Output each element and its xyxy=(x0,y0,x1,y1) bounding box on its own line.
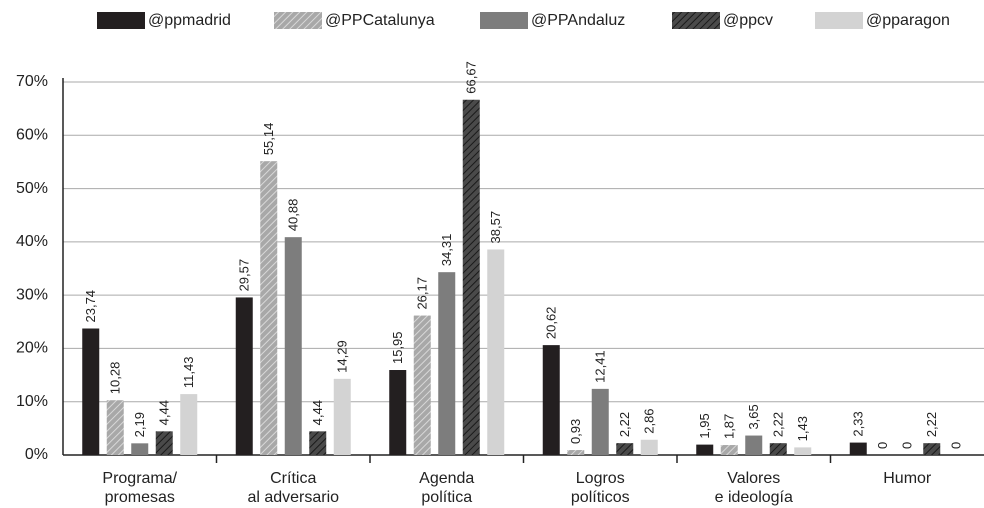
bar xyxy=(487,249,505,455)
legend-label: @PPCatalunya xyxy=(325,12,435,29)
legend-swatch xyxy=(274,12,322,29)
y-tick-label: 50% xyxy=(16,180,48,197)
bar xyxy=(180,394,198,455)
bar xyxy=(769,443,787,455)
bar xyxy=(235,297,253,455)
value-label: 2,22 xyxy=(924,412,939,437)
value-label: 2,86 xyxy=(642,408,657,433)
value-label: 2,33 xyxy=(851,411,866,436)
value-label: 23,74 xyxy=(83,290,98,323)
bar xyxy=(462,99,480,455)
value-label: 2,22 xyxy=(771,412,786,437)
bar xyxy=(567,450,585,455)
x-tick-label: Agenda xyxy=(419,470,474,487)
legend-swatch xyxy=(480,12,528,29)
y-tick-label: 10% xyxy=(16,393,48,410)
bar xyxy=(849,442,867,455)
value-label: 0 xyxy=(875,442,890,449)
value-label: 1,95 xyxy=(697,413,712,438)
bar xyxy=(696,444,714,455)
bar xyxy=(413,315,431,455)
legend-label: @ppcv xyxy=(723,12,773,29)
bar xyxy=(333,378,351,455)
bar xyxy=(542,345,560,455)
value-label: 1,43 xyxy=(795,416,810,441)
y-tick-label: 40% xyxy=(16,233,48,250)
y-tick-label: 70% xyxy=(16,73,48,90)
value-label: 15,95 xyxy=(390,331,405,364)
value-label: 14,29 xyxy=(335,340,350,373)
x-tick-label: política xyxy=(421,489,472,506)
bar xyxy=(82,328,100,455)
bar xyxy=(640,439,658,455)
value-label: 0 xyxy=(949,442,964,449)
legend-swatch xyxy=(97,12,145,29)
value-label: 55,14 xyxy=(261,123,276,156)
bar xyxy=(616,443,634,455)
legend-label: @PPAndaluz xyxy=(531,12,625,29)
x-tick-label: Crítica xyxy=(270,470,316,487)
value-label: 0 xyxy=(900,442,915,449)
bar xyxy=(591,388,609,455)
x-tick-label: promesas xyxy=(105,489,175,506)
bar xyxy=(720,445,738,455)
value-label: 40,88 xyxy=(286,199,301,232)
value-label: 10,28 xyxy=(108,362,123,395)
value-label: 11,43 xyxy=(181,357,196,389)
x-tick-label: Humor xyxy=(883,470,932,487)
y-tick-label: 20% xyxy=(16,340,48,357)
value-label: 66,67 xyxy=(464,61,479,94)
bar xyxy=(260,161,278,456)
bar xyxy=(309,431,327,455)
x-tick-label: Programa/ xyxy=(102,470,177,487)
x-tick-label: políticos xyxy=(571,489,630,506)
value-label: 12,41 xyxy=(593,350,608,383)
value-label: 1,87 xyxy=(722,414,737,439)
y-tick-label: 60% xyxy=(16,127,48,144)
value-label: 4,44 xyxy=(157,400,172,425)
value-label: 20,62 xyxy=(544,307,559,340)
bar xyxy=(106,400,124,455)
legend-swatch xyxy=(672,12,720,29)
y-tick-label: 30% xyxy=(16,286,48,303)
x-tick-label: al adversario xyxy=(247,489,339,506)
x-tick-label: Valores xyxy=(727,470,780,487)
value-label: 0,93 xyxy=(568,419,583,444)
value-label: 3,65 xyxy=(746,404,761,429)
bar xyxy=(131,443,149,455)
value-label: 26,17 xyxy=(415,277,430,310)
value-label: 34,31 xyxy=(439,234,454,267)
legend-label: @ppmadrid xyxy=(148,12,231,29)
value-label: 2,19 xyxy=(132,412,147,437)
bar xyxy=(794,447,812,455)
bar xyxy=(438,272,456,455)
x-tick-label: Logros xyxy=(576,470,625,487)
value-label: 4,44 xyxy=(310,400,325,425)
legend-swatch xyxy=(815,12,863,29)
value-label: 29,57 xyxy=(237,259,252,292)
y-tick-label: 0% xyxy=(25,446,48,463)
x-tick-label: e ideología xyxy=(715,489,793,506)
bar xyxy=(745,435,763,455)
value-label: 38,57 xyxy=(488,211,503,244)
bar xyxy=(923,443,941,455)
bar xyxy=(389,370,407,455)
legend-label: @pparagon xyxy=(866,12,950,29)
bar xyxy=(284,237,302,455)
bar xyxy=(155,431,173,455)
value-label: 2,22 xyxy=(617,412,632,437)
